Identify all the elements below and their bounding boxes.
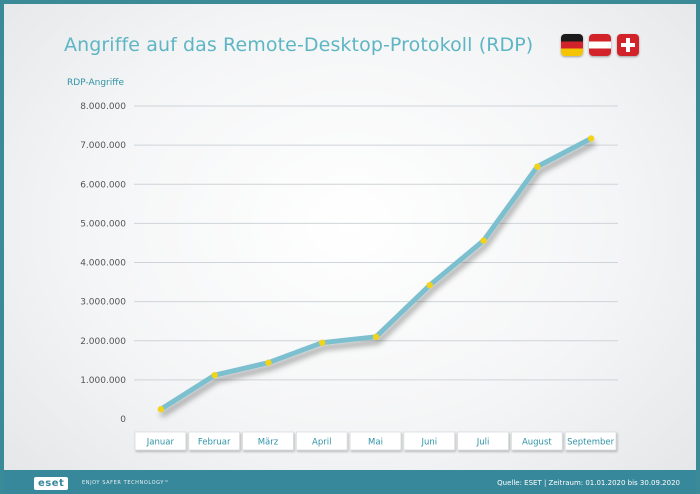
data-point xyxy=(480,237,487,244)
germany-flag-icon xyxy=(561,34,583,56)
data-markers xyxy=(157,135,595,413)
flag-group xyxy=(561,34,639,56)
eset-logo: eset xyxy=(34,477,69,490)
x-category-box xyxy=(564,431,617,451)
x-category-text: September xyxy=(567,438,614,448)
x-category-label: August xyxy=(511,431,563,451)
x-category-box xyxy=(295,431,348,451)
data-point xyxy=(587,135,595,142)
x-category-box xyxy=(242,431,294,451)
grid-lines xyxy=(134,105,618,381)
source-note: Quelle: ESET | Zeitraum: 01.01.2020 bis … xyxy=(497,479,680,487)
x-category-box xyxy=(188,431,240,451)
y-tick-label: 3.000.000 xyxy=(80,298,126,308)
tagline: ENJOY SAFER TECHNOLOGY™ xyxy=(82,480,170,486)
x-category-label: Januar xyxy=(134,431,187,451)
series-line-path xyxy=(158,136,594,412)
y-tick-label: 2.000.000 xyxy=(80,337,126,347)
x-category-labels: Januar Februar März April Mai Juni Juli August S… xyxy=(134,431,617,451)
y-tick-label: 8.000.000 xyxy=(80,102,126,112)
y-tick-label: 4.000.000 xyxy=(80,259,126,269)
data-point xyxy=(211,371,218,379)
x-category-text: Januar xyxy=(146,438,175,448)
y-tick-label: 0 xyxy=(120,415,126,425)
data-point xyxy=(319,339,326,346)
x-category-label: Mai xyxy=(349,431,402,451)
x-category-text: Mai xyxy=(368,438,383,448)
x-category-text: März xyxy=(258,438,279,448)
x-category-box xyxy=(511,431,563,451)
series-line xyxy=(158,136,594,412)
y-tick-label: 1.000.000 xyxy=(80,376,126,386)
y-tick-label: 5.000.000 xyxy=(80,219,126,229)
x-category-label: Juli xyxy=(457,431,509,451)
x-category-text: Juni xyxy=(420,438,437,448)
data-point xyxy=(426,281,433,289)
chart-title: Angriffe auf das Remote-Desktop-Protokol… xyxy=(64,34,534,56)
data-point xyxy=(372,333,380,341)
switzerland-flag-icon xyxy=(617,34,639,56)
x-category-box xyxy=(403,431,456,451)
x-category-text: Juli xyxy=(476,438,490,448)
x-category-label: Juni xyxy=(403,431,456,451)
line-chart: 0 1.000.000 2.000.000 3.000.000 4.000.000 5.0… xyxy=(80,102,618,451)
x-category-text: Februar xyxy=(198,438,231,448)
x-category-label: März xyxy=(242,431,294,451)
y-axis-label: RDP-Angriffe xyxy=(67,78,124,88)
footer-bar: eset ENJOY SAFER TECHNOLOGY™ Quelle: ESE… xyxy=(4,470,696,494)
x-category-text: April xyxy=(312,438,331,448)
data-point xyxy=(265,359,272,366)
x-category-box xyxy=(457,431,509,451)
y-tick-label: 7.000.000 xyxy=(80,141,126,151)
x-category-box xyxy=(349,431,402,451)
x-category-label: Februar xyxy=(188,431,240,451)
x-category-label: April xyxy=(295,431,348,451)
y-tick-labels: 0 1.000.000 2.000.000 3.000.000 4.000.000 5.0… xyxy=(80,102,126,425)
austria-flag-icon xyxy=(589,34,611,56)
x-category-text: August xyxy=(522,438,552,448)
x-category-label: September xyxy=(564,431,617,451)
y-tick-label: 6.000.000 xyxy=(80,180,126,190)
data-point xyxy=(157,406,165,413)
x-category-box xyxy=(134,431,187,451)
data-point xyxy=(534,163,541,170)
